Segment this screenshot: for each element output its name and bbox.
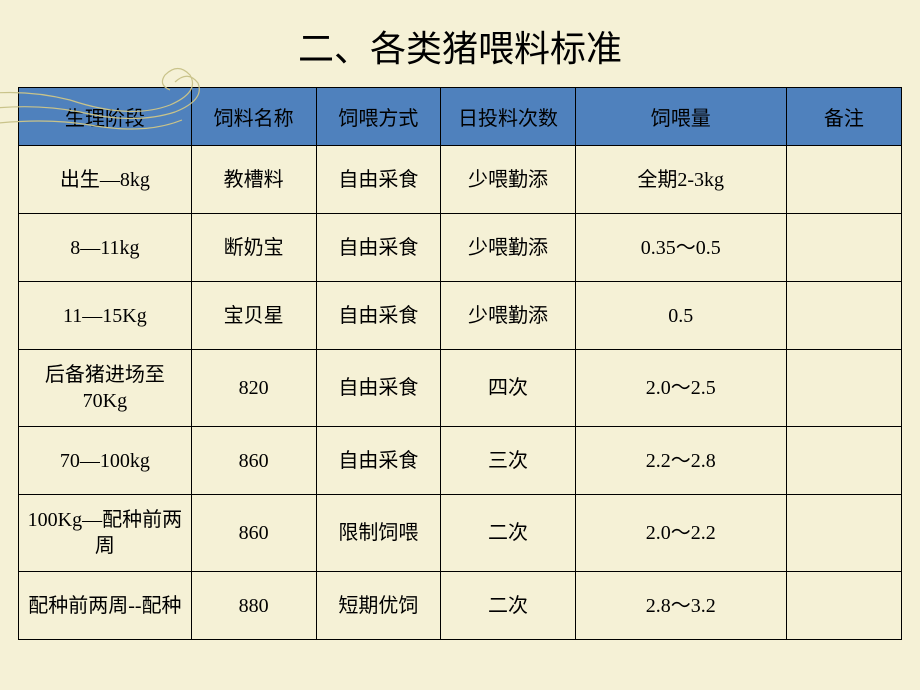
table-row: 8—11kg 断奶宝 自由采食 少喂勤添 0.35～0.5: [19, 214, 902, 282]
cell-feed-name: 860: [191, 495, 316, 572]
cell-remark: [786, 282, 901, 350]
cell-remark: [786, 495, 901, 572]
col-header-frequency: 日投料次数: [441, 88, 575, 146]
table-row: 70—100kg 860 自由采食 三次 2.2～2.8: [19, 427, 902, 495]
page-title: 二、各类猪喂料标准: [0, 0, 920, 87]
cell-method: 自由采食: [316, 427, 441, 495]
cell-method: 自由采食: [316, 350, 441, 427]
cell-feed-name: 860: [191, 427, 316, 495]
cell-method: 自由采食: [316, 214, 441, 282]
cell-method: 自由采食: [316, 282, 441, 350]
col-header-stage: 生理阶段: [19, 88, 192, 146]
cell-feed-name: 820: [191, 350, 316, 427]
cell-amount: 2.0～2.5: [575, 350, 786, 427]
cell-remark: [786, 572, 901, 640]
cell-feed-name: 断奶宝: [191, 214, 316, 282]
cell-amount: 2.2～2.8: [575, 427, 786, 495]
feed-standard-table: 生理阶段 饲料名称 饲喂方式 日投料次数 饲喂量 备注 出生—8kg 教槽料 自…: [18, 87, 902, 640]
cell-amount: 全期2-3kg: [575, 146, 786, 214]
cell-frequency: 二次: [441, 495, 575, 572]
cell-feed-name: 宝贝星: [191, 282, 316, 350]
cell-feed-name: 教槽料: [191, 146, 316, 214]
cell-remark: [786, 146, 901, 214]
cell-amount: 2.8～3.2: [575, 572, 786, 640]
col-header-feed-name: 饲料名称: [191, 88, 316, 146]
cell-remark: [786, 427, 901, 495]
table-row: 出生—8kg 教槽料 自由采食 少喂勤添 全期2-3kg: [19, 146, 902, 214]
cell-method: 短期优饲: [316, 572, 441, 640]
cell-frequency: 少喂勤添: [441, 214, 575, 282]
table-row: 配种前两周--配种 880 短期优饲 二次 2.8～3.2: [19, 572, 902, 640]
cell-stage: 出生—8kg: [19, 146, 192, 214]
col-header-amount: 饲喂量: [575, 88, 786, 146]
table-row: 100Kg—配种前两周 860 限制饲喂 二次 2.0～2.2: [19, 495, 902, 572]
cell-frequency: 少喂勤添: [441, 282, 575, 350]
table-header-row: 生理阶段 饲料名称 饲喂方式 日投料次数 饲喂量 备注: [19, 88, 902, 146]
cell-amount: 0.35～0.5: [575, 214, 786, 282]
col-header-method: 饲喂方式: [316, 88, 441, 146]
cell-feed-name: 880: [191, 572, 316, 640]
cell-stage: 11—15Kg: [19, 282, 192, 350]
cell-stage: 8—11kg: [19, 214, 192, 282]
cell-frequency: 二次: [441, 572, 575, 640]
cell-remark: [786, 350, 901, 427]
table-row: 11—15Kg 宝贝星 自由采食 少喂勤添 0.5: [19, 282, 902, 350]
cell-amount: 0.5: [575, 282, 786, 350]
table-row: 后备猪进场至70Kg 820 自由采食 四次 2.0～2.5: [19, 350, 902, 427]
cell-method: 自由采食: [316, 146, 441, 214]
table-container: 生理阶段 饲料名称 饲喂方式 日投料次数 饲喂量 备注 出生—8kg 教槽料 自…: [0, 87, 920, 640]
cell-remark: [786, 214, 901, 282]
cell-stage: 配种前两周--配种: [19, 572, 192, 640]
cell-stage: 70—100kg: [19, 427, 192, 495]
cell-frequency: 三次: [441, 427, 575, 495]
cell-frequency: 四次: [441, 350, 575, 427]
cell-amount: 2.0～2.2: [575, 495, 786, 572]
cell-frequency: 少喂勤添: [441, 146, 575, 214]
cell-stage: 后备猪进场至70Kg: [19, 350, 192, 427]
cell-stage: 100Kg—配种前两周: [19, 495, 192, 572]
cell-method: 限制饲喂: [316, 495, 441, 572]
col-header-remark: 备注: [786, 88, 901, 146]
